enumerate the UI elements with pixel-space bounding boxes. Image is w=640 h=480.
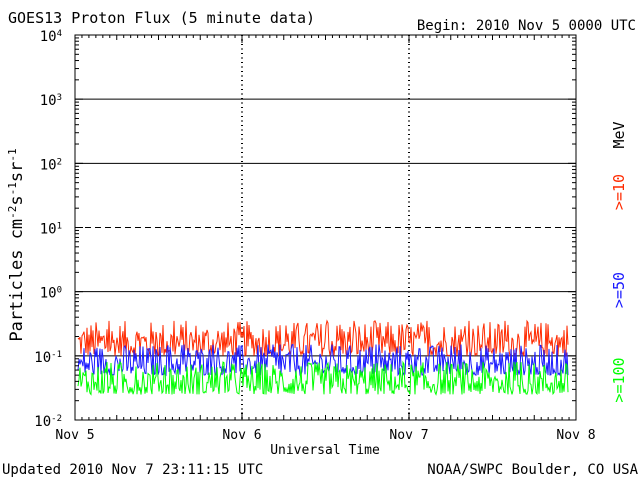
y-tick-label-1e1: 101 (40, 222, 62, 238)
legend-ge10: >=10 (610, 174, 628, 210)
grid-lines (75, 35, 576, 420)
y-tick-label-1e4: 104 (40, 29, 62, 45)
y-tick-label-1e-2: 10-2 (34, 414, 62, 430)
series-line-ge50 (77, 343, 569, 377)
legend-ge50: >=50 (610, 272, 628, 308)
axis-layer: 10-2 10-1 100 101 102 103 104 Nov 5 Nov 6 Nov 7 No… (34, 29, 595, 443)
begin-label: Begin: 2010 Nov 5 0000 UTC (417, 18, 636, 34)
series-layer (77, 319, 569, 396)
x-axis-label: Universal Time (270, 443, 380, 458)
y-tick-label-1e3: 103 (40, 93, 62, 109)
source-label: NOAA/SWPC Boulder, CO USA (427, 462, 638, 478)
x-tick-label-3: Nov 8 (556, 428, 595, 443)
y-tick-label-1e2: 102 (40, 157, 62, 173)
chart-title: GOES13 Proton Flux (5 minute data) (8, 9, 315, 27)
x-tick-label-1: Nov 6 (222, 428, 261, 443)
x-tick-label-2: Nov 7 (389, 428, 428, 443)
y-tick-label-1e0: 100 (40, 286, 62, 302)
y-axis-label: Particles cm-2s-1sr-1 (6, 148, 28, 341)
x-tick-label-0: Nov 5 (55, 428, 94, 443)
updated-label: Updated 2010 Nov 7 23:11:15 UTC (2, 462, 263, 478)
series-line-ge100 (77, 360, 569, 396)
unit-label: MeV (610, 121, 628, 148)
y-tick-label-1e-1: 10-1 (34, 350, 62, 366)
legend-ge100: >=100 (610, 357, 628, 402)
